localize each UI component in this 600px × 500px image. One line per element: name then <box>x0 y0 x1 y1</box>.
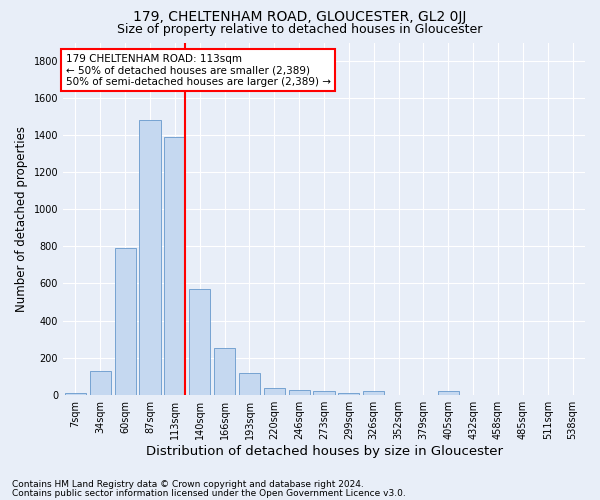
Y-axis label: Number of detached properties: Number of detached properties <box>15 126 28 312</box>
Bar <box>189 289 211 395</box>
Text: Contains public sector information licensed under the Open Government Licence v3: Contains public sector information licen… <box>12 488 406 498</box>
Text: 179, CHELTENHAM ROAD, GLOUCESTER, GL2 0JJ: 179, CHELTENHAM ROAD, GLOUCESTER, GL2 0J… <box>133 10 467 24</box>
Bar <box>338 393 359 394</box>
Bar <box>164 137 185 394</box>
Bar <box>264 388 285 394</box>
Bar <box>289 390 310 394</box>
Text: Size of property relative to detached houses in Gloucester: Size of property relative to detached ho… <box>118 22 482 36</box>
Bar <box>438 391 459 394</box>
Bar <box>139 120 161 394</box>
Bar <box>90 370 111 394</box>
Bar <box>65 393 86 394</box>
Bar <box>239 374 260 394</box>
Text: 179 CHELTENHAM ROAD: 113sqm
← 50% of detached houses are smaller (2,389)
50% of : 179 CHELTENHAM ROAD: 113sqm ← 50% of det… <box>65 54 331 87</box>
Bar <box>313 391 335 394</box>
Bar <box>115 248 136 394</box>
X-axis label: Distribution of detached houses by size in Gloucester: Distribution of detached houses by size … <box>146 444 503 458</box>
Bar <box>363 391 384 394</box>
Bar <box>214 348 235 395</box>
Text: Contains HM Land Registry data © Crown copyright and database right 2024.: Contains HM Land Registry data © Crown c… <box>12 480 364 489</box>
